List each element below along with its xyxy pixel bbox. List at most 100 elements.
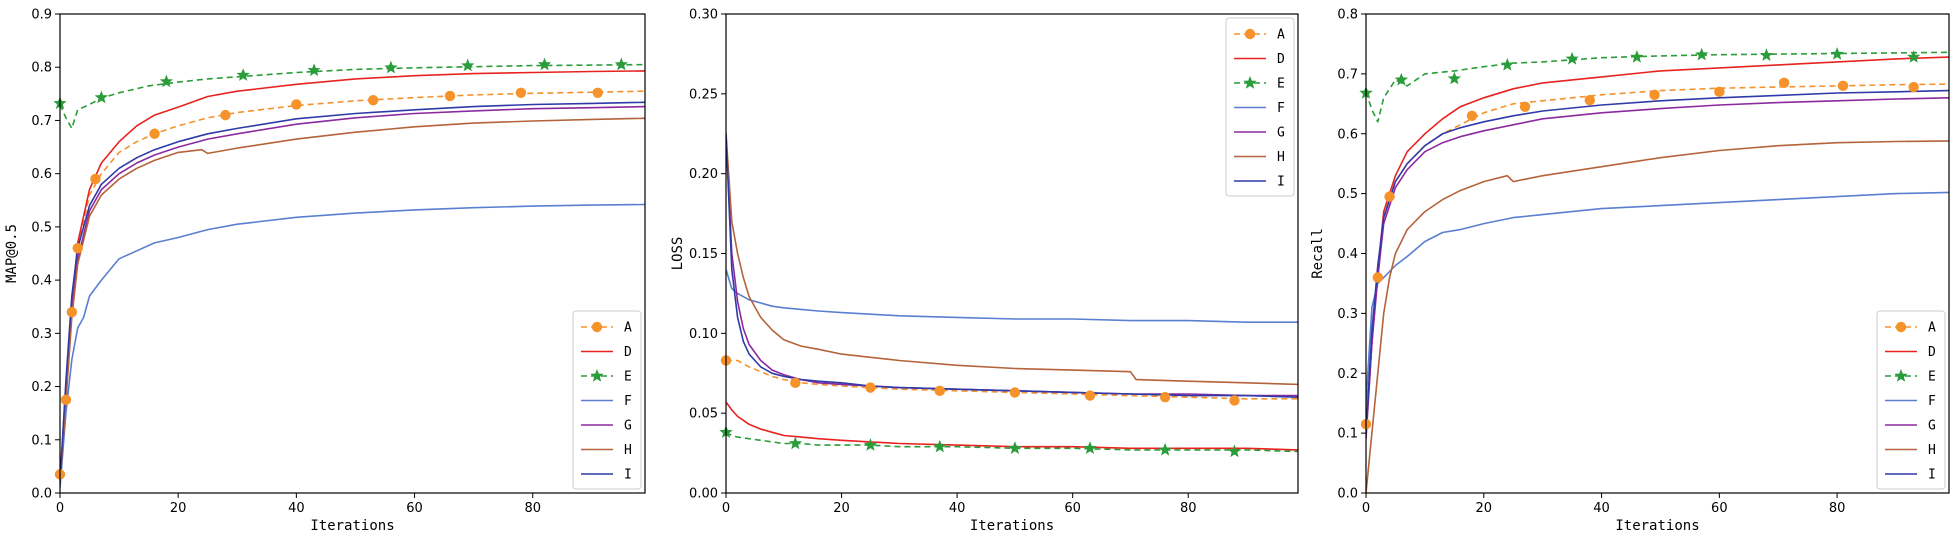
legend-label-E: E	[1928, 370, 1936, 385]
marker-A	[149, 128, 160, 139]
y-tick-label: 0.4	[1337, 247, 1358, 262]
series-line-F	[1366, 191, 1949, 404]
marker-A	[1372, 272, 1383, 283]
marker-E	[1158, 442, 1172, 456]
marker-E	[159, 74, 173, 88]
legend-label-H: H	[1277, 150, 1285, 165]
series-line-D	[726, 401, 1298, 451]
y-tick-label: 0.8	[31, 61, 52, 76]
y-tick-label: 0.2	[31, 380, 52, 395]
marker-E	[1083, 441, 1097, 454]
y-tick-label: 0.7	[1337, 67, 1358, 82]
y-tick-label: 0.3	[1337, 307, 1358, 322]
series-line-E	[1366, 51, 1949, 123]
legend-label-G: G	[624, 419, 632, 434]
y-tick-label: 0.00	[689, 487, 718, 502]
y-tick-label: 0.05	[689, 407, 718, 422]
y-tick-label: 0.10	[689, 327, 718, 342]
x-tick-label: 60	[1711, 501, 1728, 516]
y-axis-label: MAP@0.5	[4, 224, 20, 283]
y-tick-label: 0.1	[1337, 427, 1358, 442]
chart-recall: 0 20 40 60 80 0.0 0.1 0.2 0.3 0.4 0.5 0.6 0.7 0.8 Iter…	[1310, 8, 1950, 534]
marker-A	[1084, 390, 1096, 401]
marker-A	[1778, 77, 1790, 89]
y-tick-label: 0.4	[31, 274, 52, 289]
plot-frame	[725, 13, 1299, 494]
x-tick-label: 0	[1362, 501, 1370, 516]
marker-E	[384, 60, 398, 74]
series-line-F	[60, 203, 645, 488]
x-tick-label: 0	[722, 501, 730, 516]
y-tick-label: 0.20	[689, 167, 718, 182]
legend-label-A: A	[624, 321, 632, 336]
marker-E	[461, 58, 475, 72]
marker-E	[1227, 444, 1242, 458]
legend-label-F: F	[624, 394, 632, 409]
y-tick-label: 0.7	[31, 114, 52, 129]
marker-E	[1500, 57, 1514, 71]
plot-frame	[59, 13, 646, 494]
marker-E	[1759, 48, 1774, 61]
series-line-G	[60, 105, 645, 483]
marker-E	[94, 90, 108, 104]
x-tick-label: 80	[1180, 501, 1197, 516]
marker-A	[1009, 387, 1021, 398]
x-axis-label: Iterations	[310, 518, 394, 534]
marker-A	[66, 306, 78, 318]
marker-A	[1908, 81, 1919, 93]
marker-A	[444, 90, 456, 102]
legend-marker-A	[1895, 321, 1907, 333]
marker-E	[1695, 47, 1709, 61]
x-tick-label: 80	[1829, 501, 1846, 516]
y-tick-label: 0.5	[1337, 187, 1358, 202]
marker-A	[72, 242, 83, 254]
marker-A	[1584, 95, 1595, 106]
series-line-A	[60, 90, 645, 475]
marker-E	[1907, 50, 1921, 63]
chart-loss: 0 20 40 60 80 0.00 0.05 0.10 0.15 0.20 0.25 0.30 Ite…	[670, 8, 1299, 534]
series-line-E	[726, 431, 1298, 453]
legend-marker-A	[591, 321, 603, 333]
marker-A	[1159, 392, 1171, 403]
series-line-H	[726, 133, 1298, 386]
marker-E	[1394, 72, 1408, 86]
y-tick-label: 0.2	[1337, 367, 1358, 382]
series-line-F	[726, 269, 1298, 324]
legend-marker-E	[1894, 369, 1908, 382]
y-tick-label: 0.6	[1337, 127, 1358, 142]
x-tick-label: 20	[1476, 501, 1493, 516]
marker-A	[220, 109, 231, 121]
legend-label-I: I	[624, 468, 632, 483]
marker-E	[537, 57, 552, 71]
legend-marker-A	[1244, 28, 1256, 40]
series-line-H	[1366, 140, 1949, 493]
x-tick-label: 60	[406, 501, 423, 516]
marker-E	[614, 57, 628, 71]
x-tick-label: 20	[170, 501, 187, 516]
marker-A	[790, 377, 801, 389]
plot-area	[60, 63, 645, 488]
y-tick-label: 0.9	[31, 8, 52, 23]
x-tick-label: 40	[1593, 501, 1610, 516]
series-line-G	[726, 133, 1298, 397]
series-line-A	[1366, 83, 1949, 428]
y-tick-label: 0.6	[31, 167, 52, 182]
x-tick-label: 0	[56, 501, 64, 516]
legend-label-I: I	[1928, 468, 1936, 483]
legend-label-D: D	[624, 345, 632, 360]
marker-A	[592, 87, 603, 98]
legend-label-H: H	[624, 443, 632, 458]
marker-E	[1447, 71, 1461, 85]
marker-A	[291, 99, 302, 110]
series-line-G	[1366, 97, 1949, 440]
marker-A	[367, 95, 379, 106]
chart-map: 0 20 40 60 80 0.0 0.1 0.2 0.3 0.4 0.5 0.6 0.7 0.8 0.9 I…	[4, 8, 646, 534]
series-line-A	[726, 359, 1298, 400]
x-axis-label: Iterations	[1615, 518, 1699, 534]
marker-A	[1384, 191, 1395, 202]
marker-A	[865, 382, 876, 393]
